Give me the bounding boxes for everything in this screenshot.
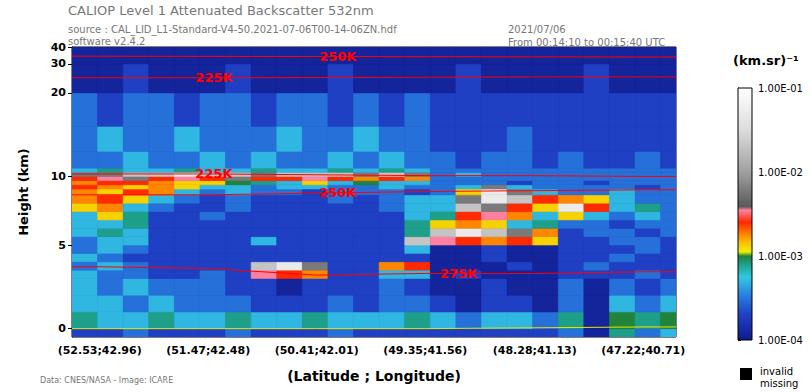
svg-text:1.00E-02: 1.00E-02 (758, 167, 803, 178)
svg-text:Height (km): Height (km) (16, 148, 31, 236)
svg-text:1.00E-04: 1.00E-04 (758, 335, 803, 346)
svg-text:(km.sr)⁻¹: (km.sr)⁻¹ (733, 53, 799, 68)
svg-text:invalid: invalid (760, 366, 793, 377)
svg-text:250K: 250K (319, 185, 357, 200)
svg-text:CALIOP Level 1 Attenuated Back: CALIOP Level 1 Attenuated Backscatter 53… (68, 3, 374, 18)
svg-text:40: 40 (51, 41, 67, 54)
svg-text:5: 5 (58, 239, 66, 252)
svg-text:(Latitude ; Longitude): (Latitude ; Longitude) (287, 368, 461, 384)
svg-text:225K: 225K (195, 70, 233, 85)
svg-text:(52.53;42.96): (52.53;42.96) (58, 344, 142, 357)
svg-text:275K: 275K (440, 266, 478, 281)
svg-text:Data: CNES/NASA - Image: ICARE: Data: CNES/NASA - Image: ICARE (40, 376, 173, 385)
svg-text:(51.47;42.48): (51.47;42.48) (166, 344, 250, 357)
svg-text:(47.22;40.71): (47.22;40.71) (601, 344, 685, 357)
svg-text:250K: 250K (319, 49, 357, 64)
svg-text:1.00E-03: 1.00E-03 (758, 251, 803, 262)
svg-text:missing: missing (760, 378, 798, 389)
svg-text:(49.35;41.56): (49.35;41.56) (383, 344, 467, 357)
svg-text:225K: 225K (195, 166, 233, 181)
svg-text:0: 0 (58, 322, 66, 335)
svg-text:source : CAL_LID_L1-Standard-V: source : CAL_LID_L1-Standard-V4-50.2021-… (68, 24, 397, 36)
svg-text:From 00:14:10 to 00:15:40 UTC: From 00:14:10 to 00:15:40 UTC (508, 37, 665, 48)
svg-text:30: 30 (51, 57, 67, 70)
svg-text:(48.28;41.13): (48.28;41.13) (493, 344, 577, 357)
svg-text:1.00E-01: 1.00E-01 (758, 83, 803, 94)
svg-text:10: 10 (51, 170, 67, 183)
svg-text:software v2.4.2: software v2.4.2 (68, 36, 146, 47)
svg-text:2021/07/06: 2021/07/06 (508, 24, 566, 35)
svg-text:20: 20 (51, 86, 67, 99)
svg-text:(50.41;42.01): (50.41;42.01) (275, 344, 359, 357)
